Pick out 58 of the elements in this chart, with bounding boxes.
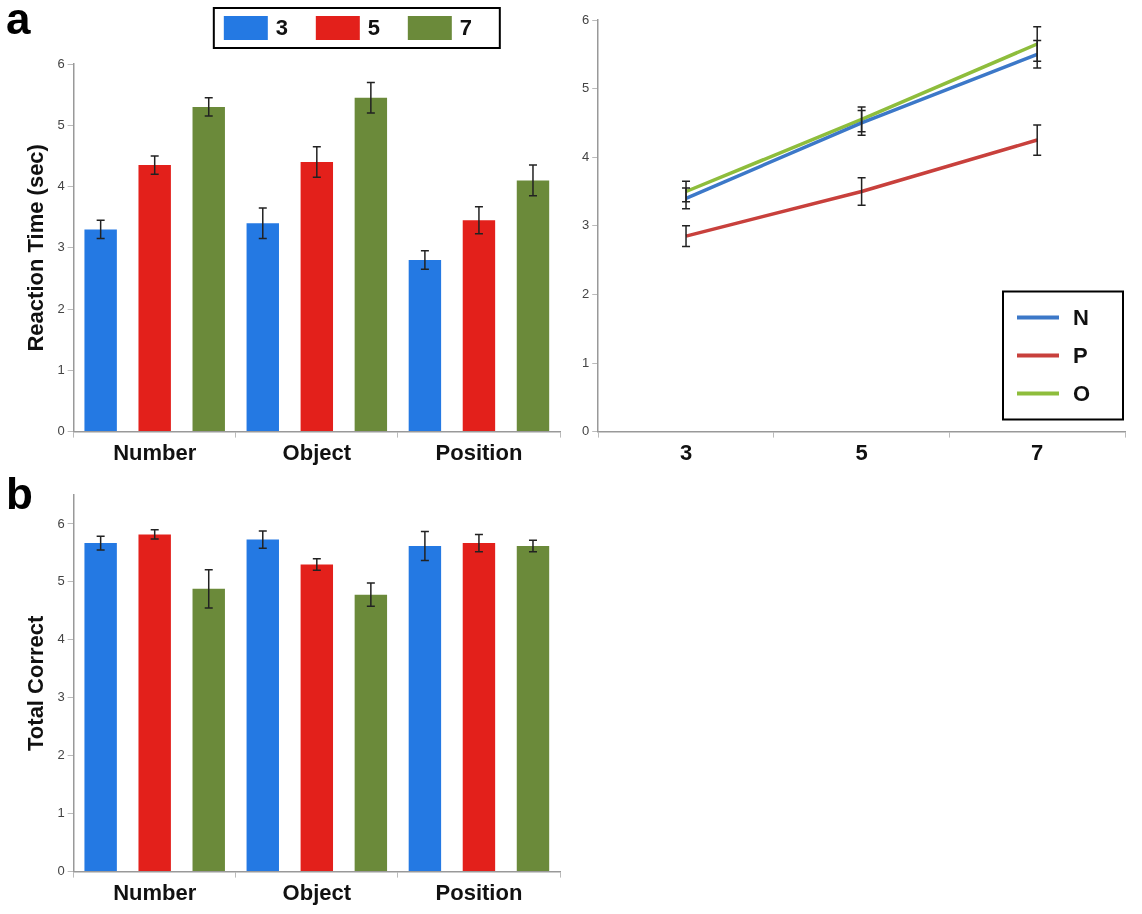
y-tick-label: 4: [57, 178, 65, 194]
bar: [462, 543, 496, 872]
legend-label: N: [1073, 304, 1089, 330]
y-tick-label: 5: [57, 573, 65, 589]
bar: [300, 564, 334, 872]
y-tick-label: 3: [57, 239, 65, 255]
x-tick-label: Number: [113, 879, 197, 905]
bar: [246, 223, 279, 432]
y-tick-label: 3: [582, 217, 590, 233]
x-tick-label: Object: [282, 879, 352, 905]
text: a: [6, 0, 31, 44]
y-axis-title: Reaction Time (sec): [23, 144, 49, 352]
y-tick-label: 5: [582, 80, 590, 96]
legend-label: 7: [459, 15, 473, 41]
x-tick-label: Position: [435, 879, 523, 905]
text: b: [6, 469, 33, 519]
y-tick-label: 0: [57, 423, 65, 439]
y-tick-label: 6: [57, 515, 65, 531]
y-tick-label: 1: [57, 805, 65, 821]
x-tick-label: Position: [435, 439, 523, 465]
x-tick-label: 7: [1031, 439, 1044, 465]
bar: [408, 545, 442, 872]
y-tick-label: 4: [57, 631, 65, 647]
bar: [300, 162, 334, 432]
x-tick-label: Number: [113, 439, 197, 465]
y-tick-label: 2: [57, 300, 65, 316]
bar: [516, 180, 550, 432]
y-tick-label: 1: [57, 361, 65, 377]
bar: [354, 97, 388, 432]
bar: [192, 588, 225, 872]
legend-label: 5: [367, 15, 381, 41]
y-tick-label: 2: [582, 285, 590, 301]
bar: [516, 545, 550, 872]
bar: [84, 229, 117, 432]
legend-label: 3: [275, 15, 289, 41]
bar: [192, 106, 225, 432]
y-tick-label: 5: [57, 116, 65, 132]
y-tick-label: 6: [57, 55, 65, 71]
y-tick-label: 2: [57, 747, 65, 763]
y-tick-label: 1: [582, 354, 590, 370]
legend-label: P: [1073, 342, 1088, 368]
y-tick-label: 6: [582, 11, 590, 27]
bar: [408, 260, 442, 432]
x-tick-label: Object: [282, 439, 352, 465]
y-tick-label: 3: [57, 689, 65, 705]
legend-label: O: [1073, 380, 1091, 406]
bar: [84, 543, 117, 872]
bar: [138, 165, 171, 432]
bar: [462, 220, 496, 432]
y-axis-title: Total Correct: [23, 614, 49, 751]
y-tick-label: 4: [582, 148, 590, 164]
y-tick-label: 0: [57, 863, 65, 879]
bar: [354, 594, 388, 872]
x-tick-label: 3: [679, 439, 693, 465]
bar: [138, 534, 171, 872]
y-tick-label: 0: [582, 423, 590, 439]
x-tick-label: 5: [855, 439, 868, 465]
bar: [246, 539, 279, 872]
